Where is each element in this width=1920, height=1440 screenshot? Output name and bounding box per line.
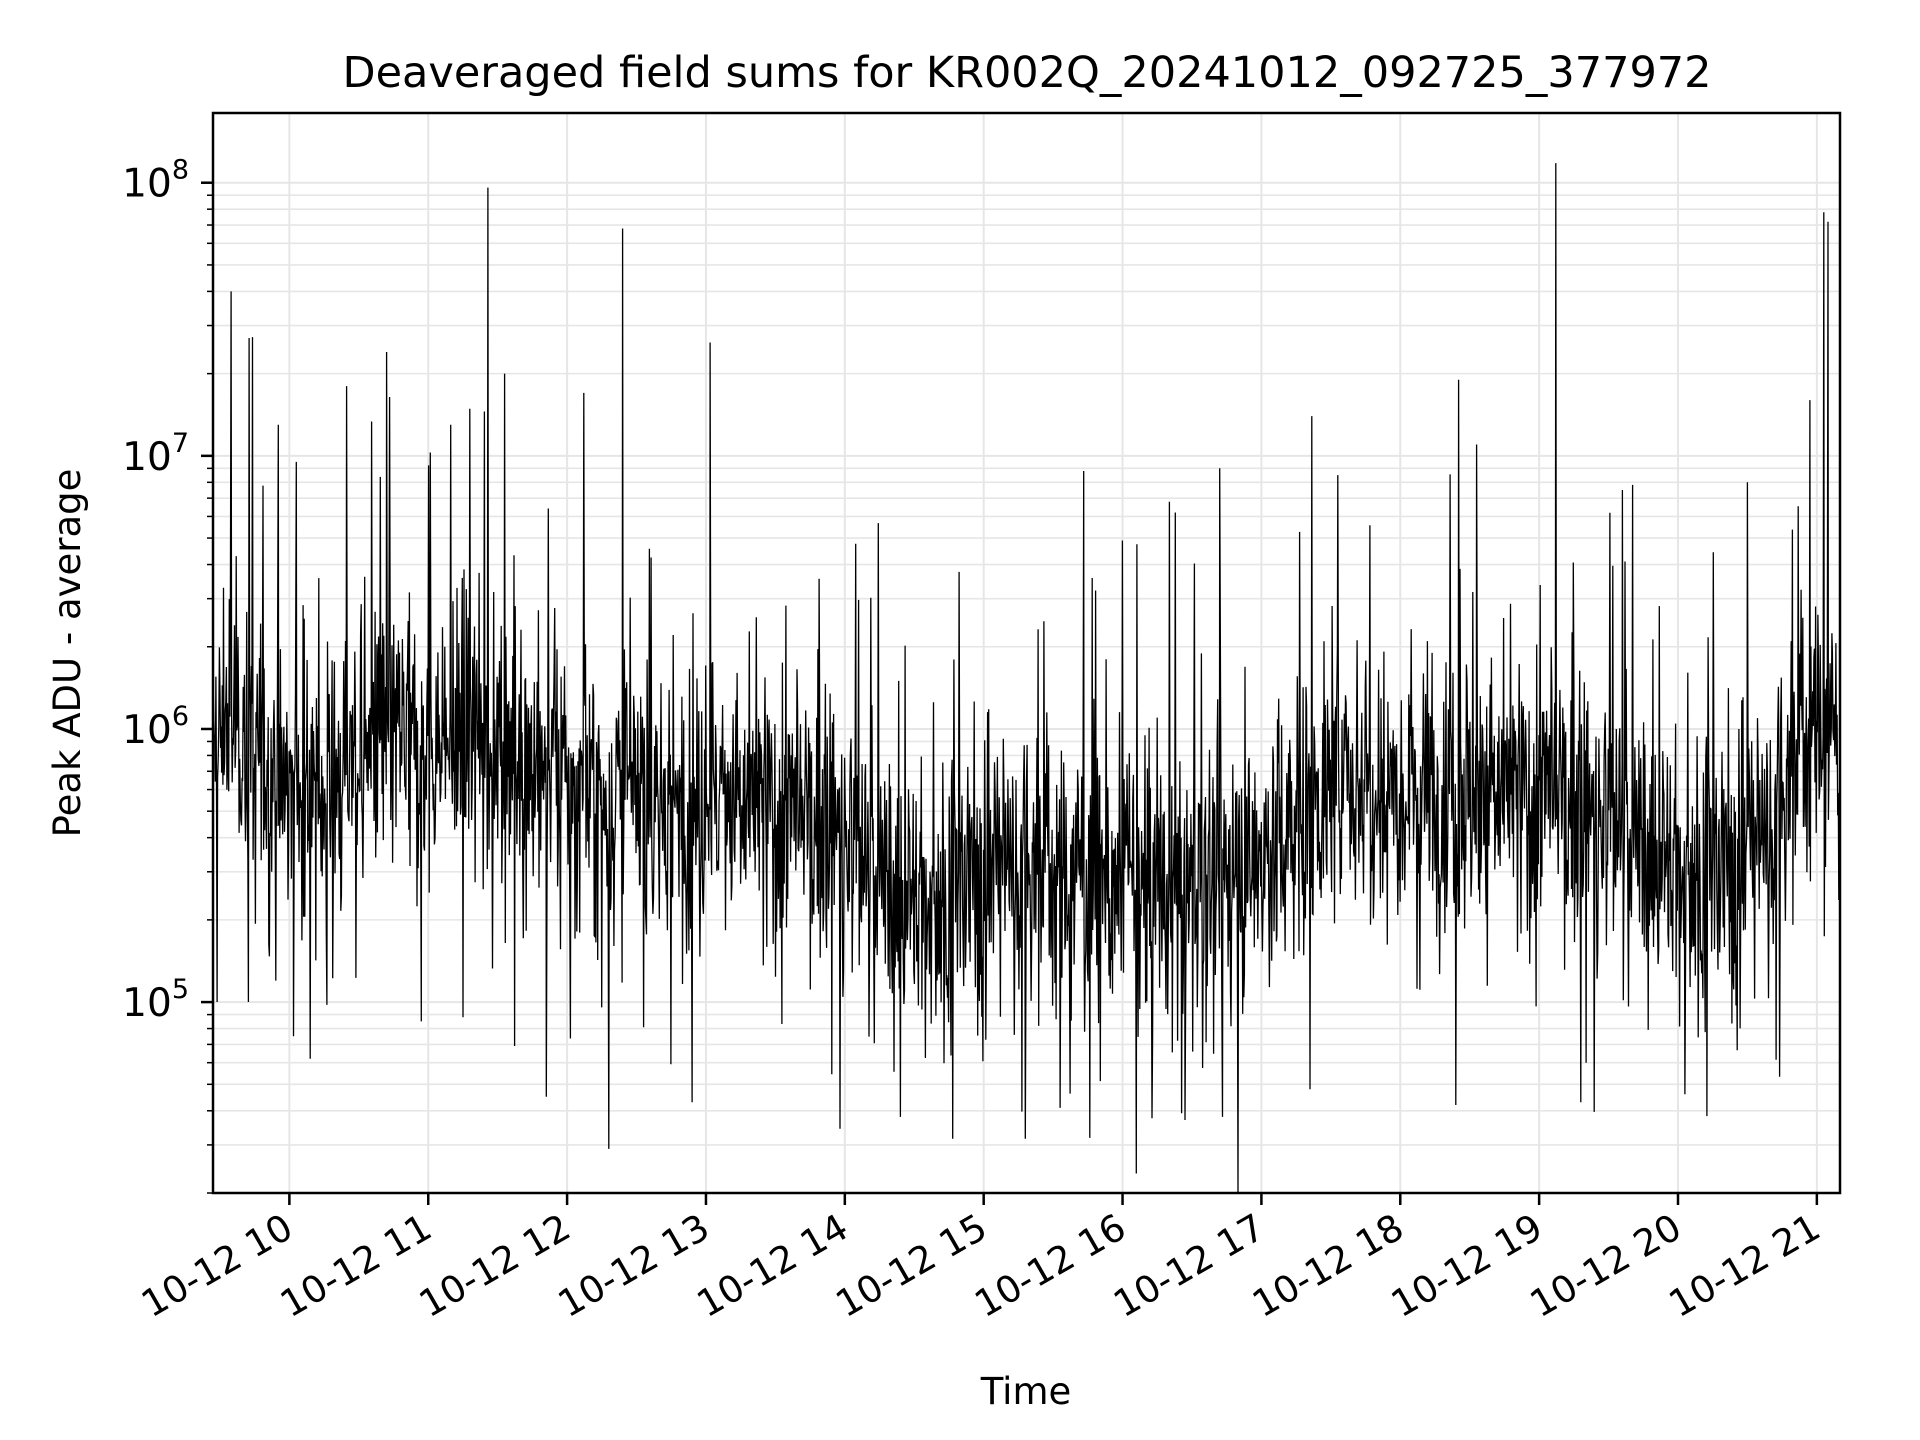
chart-title: Deaveraged field sums for KR002Q_2024101… (342, 48, 1711, 98)
plot-frame (211, 111, 1842, 1195)
y-axis-label: Peak ADU - average (46, 469, 89, 838)
x-tick-label: 10-12 10 (134, 1206, 300, 1326)
series-line (212, 163, 1841, 1194)
series-path (212, 163, 1841, 1194)
x-tick-label: 10-12 19 (1384, 1206, 1550, 1326)
x-tick-label: 10-12 14 (690, 1206, 856, 1326)
x-tick-label: 10-12 15 (829, 1206, 995, 1326)
x-tick-label: 10-12 20 (1523, 1206, 1689, 1326)
y-tick-label: 108 (122, 155, 189, 207)
x-tick-label: 10-12 12 (412, 1206, 578, 1326)
x-tick-label: 10-12 18 (1245, 1206, 1411, 1326)
y-tick-label: 106 (122, 701, 189, 753)
y-tick-label: 107 (122, 428, 189, 480)
x-tick-label: 10-12 21 (1662, 1206, 1828, 1326)
y-axis: 105 106 107 108 (122, 155, 213, 1194)
x-tick-label: 10-12 11 (273, 1206, 439, 1326)
x-tick-label: 10-12 16 (967, 1206, 1133, 1326)
x-axis-label: Time (980, 1370, 1072, 1413)
x-tick-label: 10-12 13 (551, 1206, 717, 1326)
y-tick-label: 105 (122, 974, 189, 1026)
x-tick-label: 10-12 17 (1106, 1206, 1272, 1326)
